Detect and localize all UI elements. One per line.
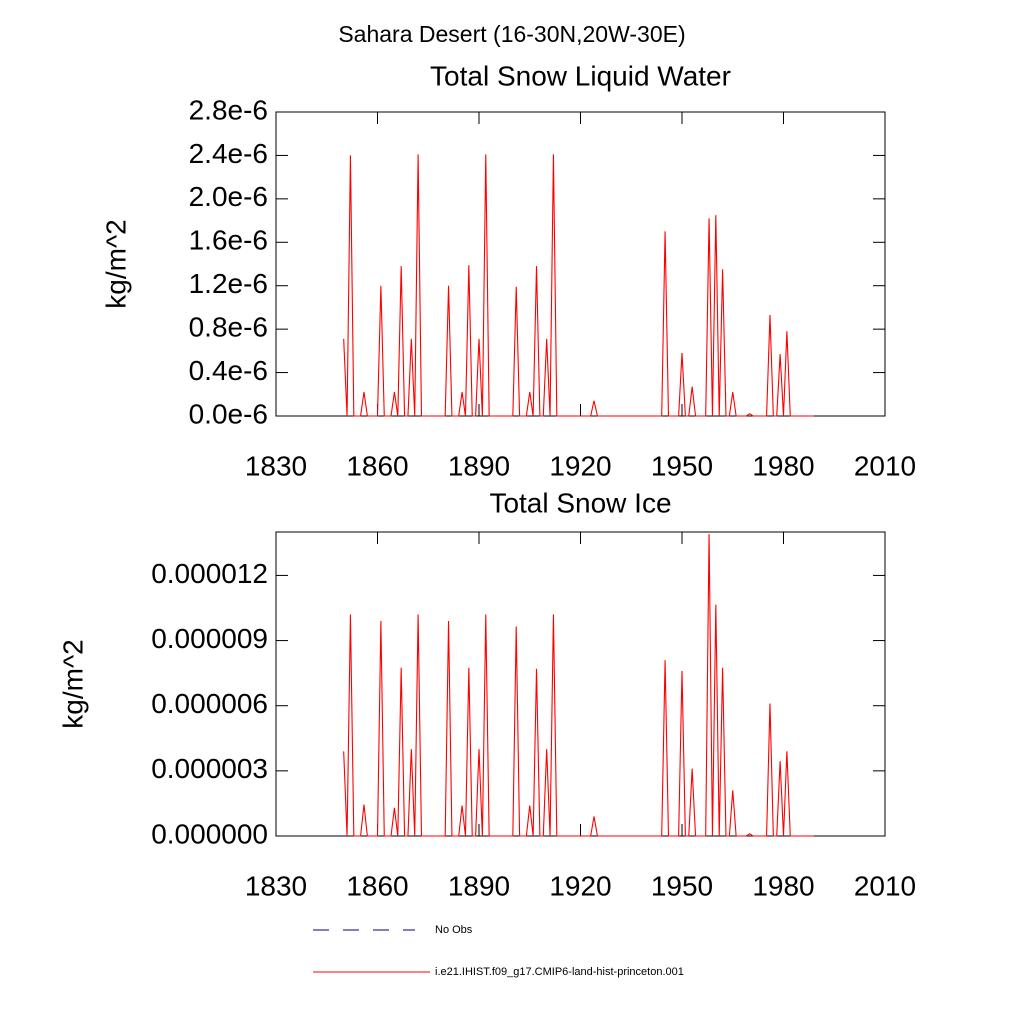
y-tick-label: 0.4e-6 (189, 355, 268, 386)
legend-label: No Obs (435, 924, 473, 936)
y-tick-label: 1.2e-6 (189, 268, 268, 299)
y-axis-label: kg/m^2 (100, 219, 131, 308)
plot-frame (275, 531, 886, 837)
y-tick-label: 0.000012 (151, 558, 268, 589)
y-tick-label: 0.000000 (151, 818, 268, 849)
legend-label: i.e21.IHIST.f09_g17.CMIP6-land-hist-prin… (435, 966, 684, 978)
data-line (343, 154, 814, 417)
y-tick-label: 0.000003 (151, 753, 268, 784)
y-tick-label: 0.000009 (151, 623, 268, 654)
x-tick-label: 1950 (651, 450, 713, 481)
y-tick-label: 1.6e-6 (189, 225, 268, 256)
y-tick-label: 0.000006 (151, 688, 268, 719)
x-tick-label: 1830 (245, 450, 307, 481)
y-tick-label: 0.8e-6 (189, 312, 268, 343)
x-tick-label: 1920 (549, 450, 611, 481)
x-tick-label: 1890 (448, 870, 510, 901)
y-tick-label: 2.8e-6 (189, 94, 268, 125)
x-tick-label: 1830 (245, 870, 307, 901)
plot-frame (275, 111, 886, 417)
x-tick-label: 1860 (346, 870, 408, 901)
y-tick-label: 2.4e-6 (189, 138, 268, 169)
data-line (343, 534, 814, 837)
x-tick-label: 2010 (854, 450, 916, 481)
x-tick-label: 1980 (752, 450, 814, 481)
x-tick-label: 2010 (854, 870, 916, 901)
y-tick-label: 0.0e-6 (189, 398, 268, 429)
y-tick-label: 2.0e-6 (189, 181, 268, 212)
panel-title: Total Snow Ice (489, 487, 671, 518)
x-tick-label: 1920 (549, 870, 611, 901)
y-axis-label: kg/m^2 (57, 639, 88, 728)
panel-title: Total Snow Liquid Water (430, 60, 731, 91)
x-tick-label: 1980 (752, 870, 814, 901)
main-title: Sahara Desert (16-30N,20W-30E) (338, 21, 685, 47)
x-tick-label: 1860 (346, 450, 408, 481)
x-tick-label: 1890 (448, 450, 510, 481)
x-tick-label: 1950 (651, 870, 713, 901)
